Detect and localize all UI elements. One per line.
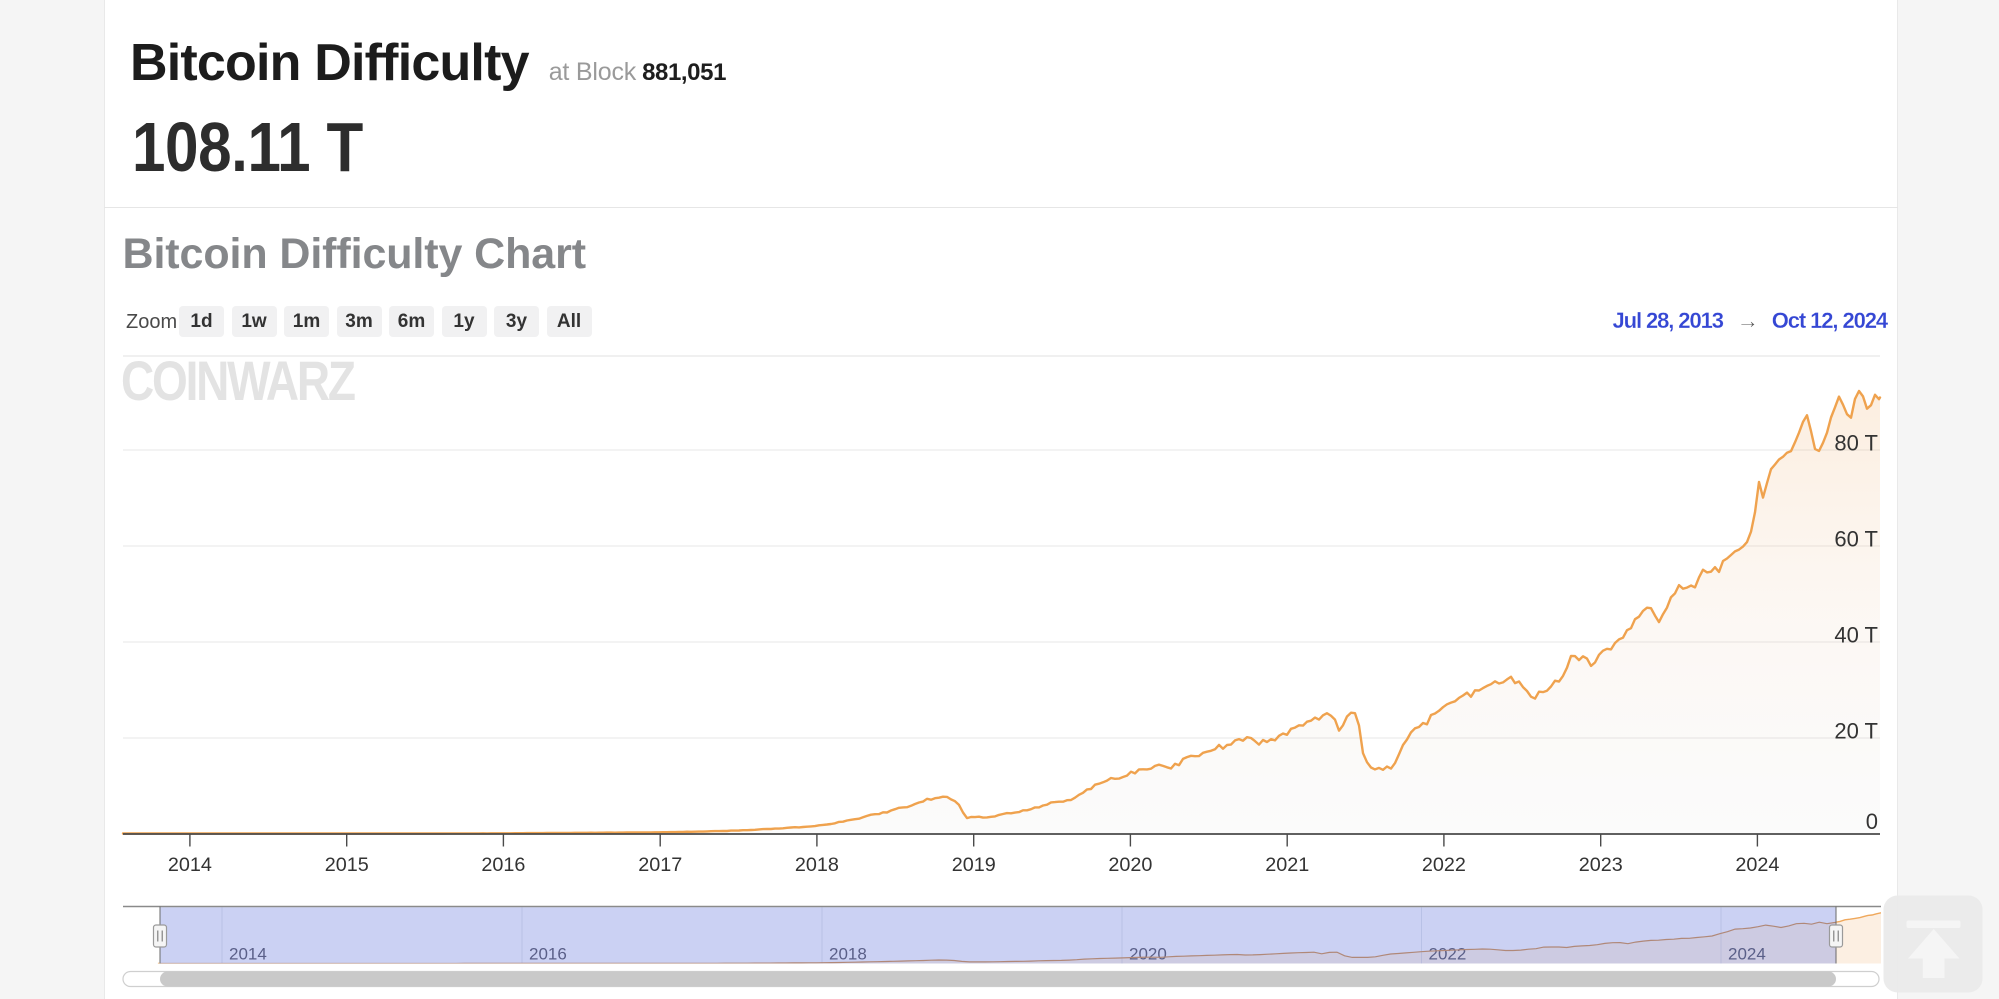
svg-text:2023: 2023 xyxy=(1579,854,1623,876)
svg-text:0: 0 xyxy=(1866,809,1878,834)
svg-text:2014: 2014 xyxy=(229,945,267,964)
svg-text:40 T: 40 T xyxy=(1834,623,1878,648)
svg-text:2022: 2022 xyxy=(1429,945,1467,964)
svg-text:2022: 2022 xyxy=(1422,854,1466,876)
svg-text:2024: 2024 xyxy=(1728,945,1766,964)
svg-text:COINWARZ: COINWARZ xyxy=(121,350,355,412)
svg-text:2016: 2016 xyxy=(481,854,525,876)
svg-text:2016: 2016 xyxy=(529,945,567,964)
svg-text:2014: 2014 xyxy=(168,854,212,876)
svg-text:2017: 2017 xyxy=(638,854,682,876)
svg-text:2018: 2018 xyxy=(829,945,867,964)
svg-text:2021: 2021 xyxy=(1265,854,1309,876)
svg-text:2019: 2019 xyxy=(952,854,996,876)
svg-text:20 T: 20 T xyxy=(1834,719,1878,744)
svg-text:2018: 2018 xyxy=(795,854,839,876)
svg-text:2024: 2024 xyxy=(1735,854,1779,876)
svg-text:2020: 2020 xyxy=(1129,945,1167,964)
svg-text:2015: 2015 xyxy=(325,854,369,876)
svg-text:2020: 2020 xyxy=(1108,854,1152,876)
svg-text:80 T: 80 T xyxy=(1834,431,1878,456)
svg-text:60 T: 60 T xyxy=(1834,527,1878,552)
